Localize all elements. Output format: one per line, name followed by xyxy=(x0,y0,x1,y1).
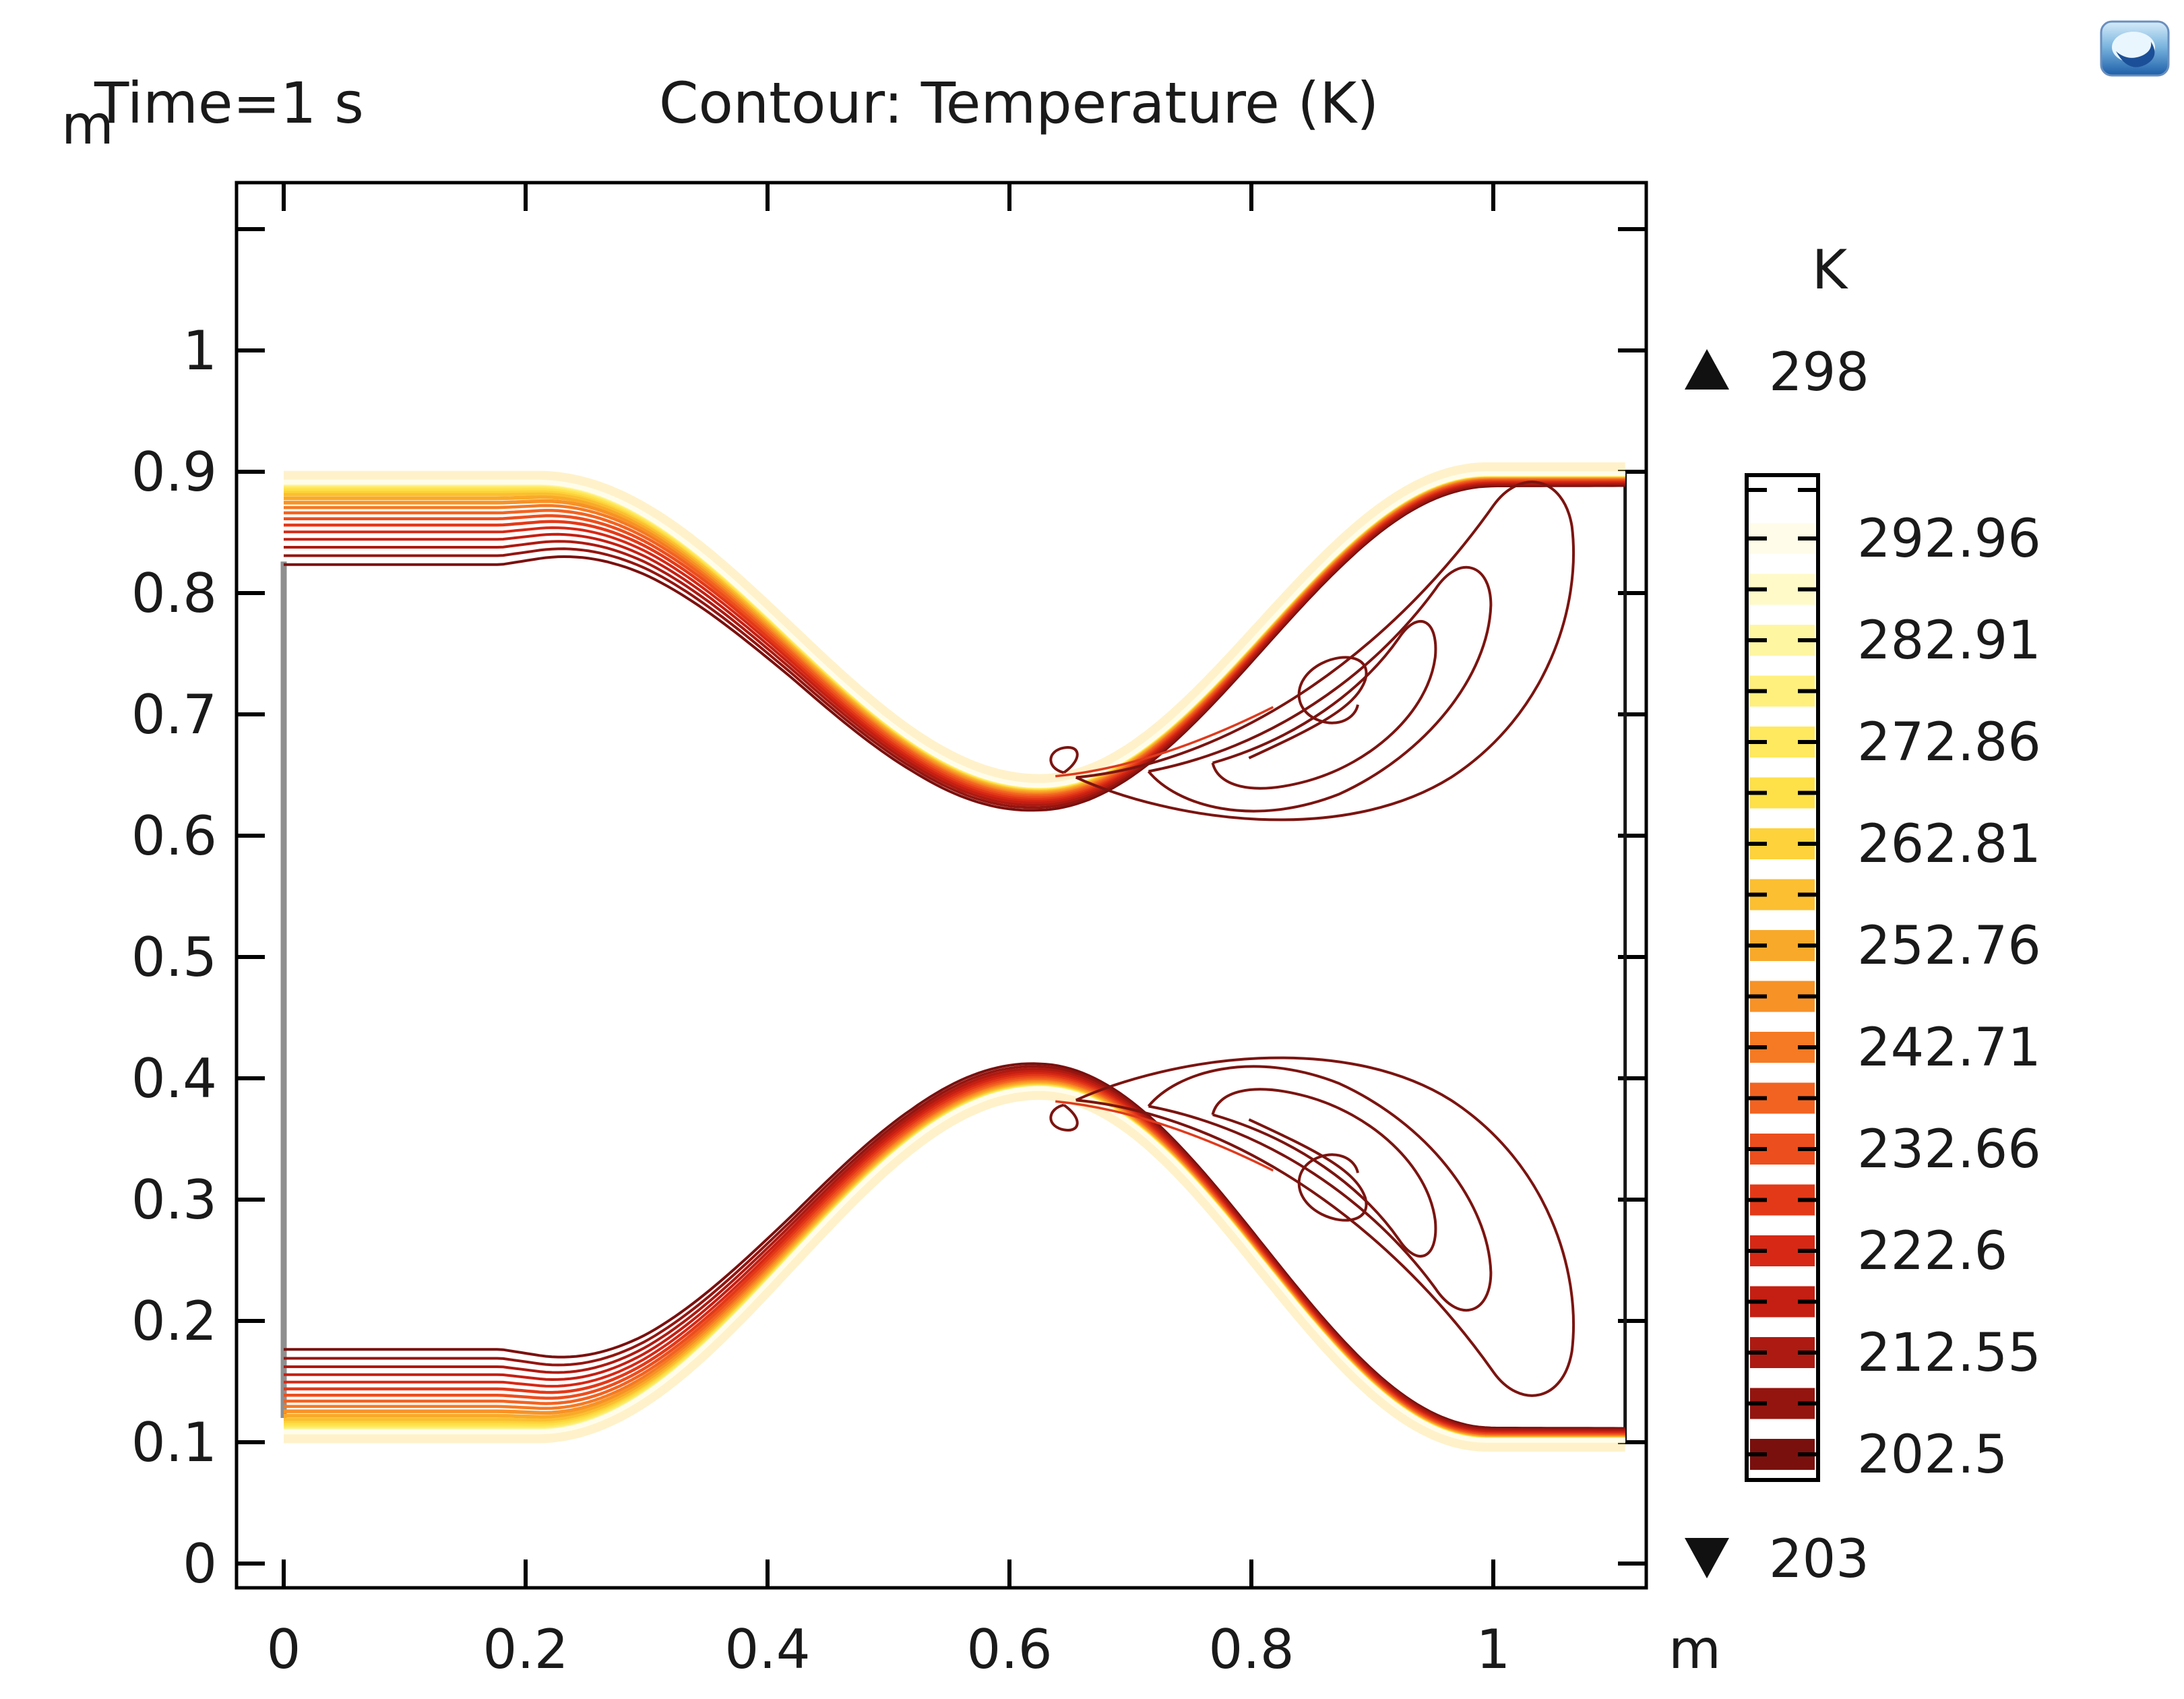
legend-unit-label: K xyxy=(1812,239,1849,301)
y-tick-label: 0.3 xyxy=(131,1169,217,1231)
vortex-loop-1 xyxy=(1147,1065,1493,1312)
contour-line-level-11 xyxy=(284,473,1625,791)
colorbar-level-label: 262.81 xyxy=(1857,814,2041,875)
time-annotation: Time=1 s xyxy=(94,70,364,136)
vortex-loop-3 xyxy=(1248,656,1368,760)
colorbar: 292.96 282.91 272.86 262.81 252.76 242.71 232.… xyxy=(1745,473,2041,1485)
legend-min-value: 203 xyxy=(1769,1529,1869,1590)
vortex-loop-4 xyxy=(1049,1103,1079,1132)
contour-line-level-11 xyxy=(284,1082,1625,1441)
vortex-upper xyxy=(1049,481,1575,822)
x-tick-label: 0.8 xyxy=(1208,1618,1294,1681)
contour-line-level-10 xyxy=(284,474,1625,793)
vortex-red-streak xyxy=(1055,706,1274,778)
colorbar-frame xyxy=(1745,473,1820,1482)
contour-line-level-13 xyxy=(284,472,1625,790)
y-tick-label: 0 xyxy=(183,1533,217,1595)
colorbar-level-label: 202.5 xyxy=(1857,1425,2007,1485)
y-tick-label: 0.5 xyxy=(131,926,217,989)
comsol-logo-icon xyxy=(2100,20,2170,77)
contour-line-level-5 xyxy=(284,478,1625,800)
y-tick-label: 0.6 xyxy=(131,805,217,867)
color-legend: K 298 292.96 282.91 272.86 262.81 252.76 242.… xyxy=(1685,239,2041,1590)
contour-line-level-12 xyxy=(284,472,1625,791)
legend-min-triangle-icon xyxy=(1685,1538,1729,1578)
plot-title: Contour: Temperature (K) xyxy=(659,70,1379,136)
y-tick-label: 0.9 xyxy=(131,441,217,503)
x-axis-unit: m xyxy=(1668,1618,1721,1681)
vortex-loop-4 xyxy=(1049,746,1079,774)
x-tick-label: 0.4 xyxy=(724,1618,810,1681)
plot-area: 0 0.2 0.4 0.6 0.8 100.10.20.30.40.50.60.70.80… xyxy=(131,181,1648,1681)
vortex-red-streak xyxy=(1055,1100,1274,1172)
vortex-loop-0 xyxy=(1075,481,1575,822)
x-tick-label: 0 xyxy=(267,1618,301,1681)
contour-band-upper xyxy=(284,462,1625,812)
contour-line-level-15 xyxy=(284,471,1625,789)
contour-line-level-3 xyxy=(284,1070,1625,1433)
contour-line-level-18 xyxy=(284,1086,1625,1443)
contour-line-level-9 xyxy=(284,1080,1625,1440)
legend-max-triangle-icon xyxy=(1685,349,1729,390)
x-tick-labels: 0 0.2 0.4 0.6 0.8 1 xyxy=(267,1618,1511,1681)
contour-line-level-4 xyxy=(284,1072,1625,1435)
vortex-loop-3 xyxy=(1248,1118,1368,1222)
y-tick-label: 0.4 xyxy=(131,1047,217,1110)
contour-line-level-18 xyxy=(284,471,1625,788)
legend-max-value: 298 xyxy=(1769,342,1869,403)
vortex-loop-1 xyxy=(1147,565,1493,813)
contour-line-level-0 xyxy=(284,1062,1625,1430)
contour-line-level-12 xyxy=(284,1084,1625,1442)
colorbar-level-label: 232.66 xyxy=(1857,1119,2041,1180)
plot-frame xyxy=(235,181,1648,1590)
colorbar-level-label: 242.71 xyxy=(1857,1018,2041,1078)
vortex-loop-2 xyxy=(1211,620,1437,790)
vortex-loop-2 xyxy=(1211,1088,1437,1258)
vortex-loop-0 xyxy=(1075,1056,1575,1397)
x-axis-ticks xyxy=(282,183,1495,1588)
contour-line-level-17 xyxy=(284,471,1625,788)
contour-line-level-0 xyxy=(284,484,1625,812)
x-tick-label: 0.6 xyxy=(966,1618,1052,1681)
contour-line-level-14 xyxy=(284,472,1625,789)
x-tick-label: 0.2 xyxy=(482,1618,568,1681)
contour-line-level-10 xyxy=(284,1082,1625,1440)
x-tick-label: 1 xyxy=(1476,1618,1511,1681)
contour-band-lower xyxy=(284,1062,1625,1452)
y-tick-label: 0.8 xyxy=(131,562,217,625)
colorbar-level-label: 252.76 xyxy=(1857,916,2041,977)
y-axis-unit: m xyxy=(61,94,114,156)
colorbar-level-label: 292.96 xyxy=(1857,509,2041,569)
y-tick-label: 1 xyxy=(183,319,217,382)
y-tick-label: 0.2 xyxy=(131,1290,217,1353)
y-axis-ticks xyxy=(237,227,1646,1566)
colorbar-level-label: 212.55 xyxy=(1857,1323,2041,1384)
colorbar-level-label: 222.6 xyxy=(1857,1221,2007,1282)
y-tick-label: 0.1 xyxy=(131,1411,217,1474)
vortex-lower xyxy=(1049,1056,1575,1397)
y-tick-label: 0.7 xyxy=(131,683,217,746)
y-tick-labels: 0 0.1 0.2 0.3 0.4 0.5 0.6 0.7 0.8 0.9 1 xyxy=(131,319,217,1595)
colorbar-level-label: 282.91 xyxy=(1857,611,2041,671)
colorbar-level-label: 272.86 xyxy=(1857,712,2041,773)
contour-line-level-16 xyxy=(284,471,1625,789)
